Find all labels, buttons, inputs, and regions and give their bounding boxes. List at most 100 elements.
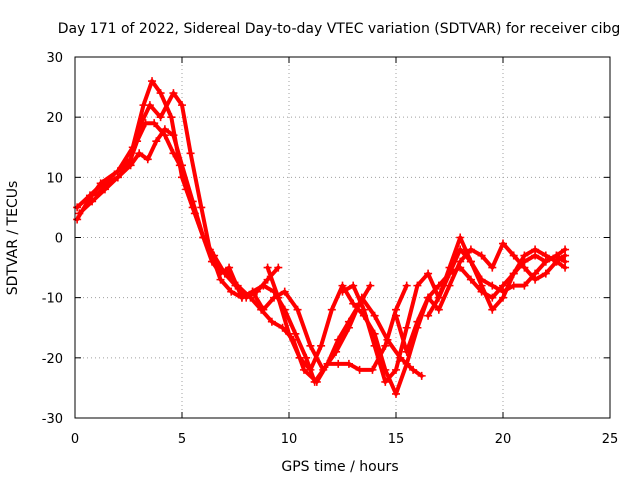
y-tick-label: -30: [42, 412, 63, 427]
data-point: [383, 335, 392, 344]
data-point: [509, 269, 518, 278]
grid: [75, 57, 610, 418]
data-point: [274, 263, 283, 272]
data-point: [359, 305, 368, 314]
data-point: [306, 341, 315, 350]
data-point: [344, 359, 353, 368]
x-tick-label: 20: [495, 432, 512, 447]
data-point: [381, 341, 390, 350]
data-point: [349, 281, 358, 290]
series-line: [426, 247, 568, 318]
data-point: [169, 89, 178, 98]
tick-labels: 0 5 10 15 20 25 -30 -20 -10 0 10 20 30: [42, 51, 619, 447]
data-point: [381, 377, 390, 386]
series-line: [94, 127, 281, 300]
data-point: [332, 347, 341, 356]
series-track-g: [392, 239, 570, 356]
data-point: [143, 155, 152, 164]
data-point: [148, 77, 157, 86]
data-point: [402, 323, 411, 332]
data-point: [402, 359, 411, 368]
data-point: [477, 281, 486, 290]
series-track-d: [92, 125, 283, 302]
data-point: [509, 281, 518, 290]
data-point: [135, 149, 144, 158]
data-point: [126, 161, 135, 170]
data-point: [355, 365, 364, 374]
data-point: [252, 287, 261, 296]
data-point: [167, 113, 176, 122]
plot-frame: [74, 56, 611, 419]
y-tick-label: 30: [46, 51, 63, 66]
data-point: [133, 137, 142, 146]
data-point: [145, 101, 154, 110]
x-tick-label: 10: [281, 432, 298, 447]
x-tick-label: 0: [71, 432, 79, 447]
data-point: [259, 305, 268, 314]
data-point: [531, 245, 540, 254]
data-point: [466, 275, 475, 284]
data-point: [520, 281, 529, 290]
data-point: [413, 281, 422, 290]
data-point: [92, 191, 101, 200]
data-point: [413, 317, 422, 326]
x-tick-label: 15: [388, 432, 405, 447]
data-point: [409, 365, 418, 374]
data-point: [424, 311, 433, 320]
data-point: [561, 251, 570, 260]
data-point: [434, 293, 443, 302]
data-point: [499, 293, 507, 302]
data-point: [488, 263, 497, 272]
data-point: [520, 251, 529, 260]
data-point: [113, 173, 122, 182]
data-point: [75, 209, 84, 218]
data-point: [178, 161, 186, 170]
y-tick-label: 10: [46, 171, 63, 186]
x-tick-label: 5: [178, 432, 186, 447]
data-point: [231, 281, 240, 290]
series-line: [75, 91, 409, 384]
data-point: [488, 305, 497, 314]
data-point: [156, 113, 165, 122]
data-point: [285, 329, 293, 338]
y-tick-label: -10: [42, 292, 63, 307]
data-point: [160, 125, 169, 134]
data-point: [242, 293, 251, 302]
data-point: [434, 305, 443, 314]
data-point: [338, 287, 347, 296]
data-point: [402, 347, 411, 356]
data-point: [445, 269, 454, 278]
data-point: [520, 263, 529, 272]
data-point: [73, 203, 82, 212]
data-point: [392, 311, 400, 320]
data-point: [466, 257, 475, 266]
data-point: [456, 245, 465, 254]
data-point: [227, 287, 236, 296]
x-tick-label: 25: [602, 432, 619, 447]
data-point: [186, 149, 195, 158]
series-track-a: [73, 77, 375, 386]
data-point: [488, 293, 497, 302]
data-point: [541, 269, 550, 278]
data-point: [344, 323, 353, 332]
data-point: [392, 365, 400, 374]
y-tick-label: -20: [42, 352, 63, 367]
chart-title: Day 171 of 2022, Sidereal Day-to-day VTE…: [58, 21, 621, 37]
data-point: [531, 275, 540, 284]
series-track-h: [424, 245, 570, 320]
data-point: [274, 293, 283, 302]
data-point: [445, 281, 454, 290]
data-point: [152, 137, 161, 146]
data-point: [312, 377, 321, 386]
data-point: [88, 197, 97, 206]
series-line: [340, 235, 568, 384]
data-series: [73, 77, 570, 398]
data-point: [220, 269, 229, 278]
y-axis-title: SDTVAR / TECUs: [5, 181, 21, 296]
data-point: [263, 263, 272, 272]
data-point: [334, 359, 343, 368]
data-point: [499, 239, 507, 248]
x-axis-title: GPS time / hours: [281, 459, 398, 475]
data-point: [319, 365, 328, 374]
data-point: [197, 203, 206, 212]
